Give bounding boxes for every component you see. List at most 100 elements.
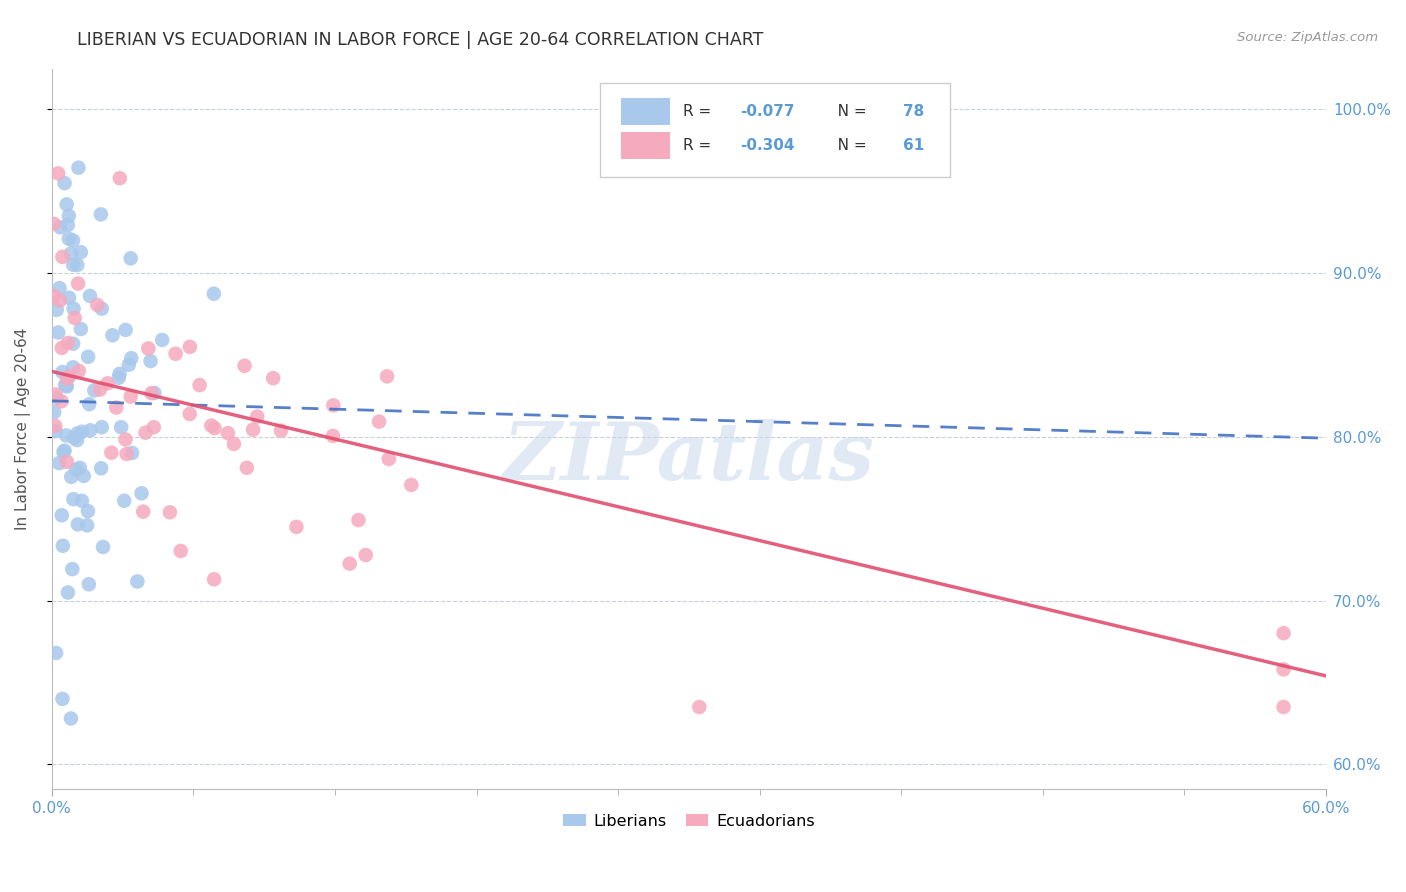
Point <box>108 171 131 186</box>
Text: N =: N = <box>823 138 872 153</box>
Point <box>56 372 79 386</box>
Point <box>159 505 181 519</box>
Point <box>67 364 90 378</box>
Point <box>202 572 225 586</box>
Point <box>222 437 245 451</box>
Point <box>378 452 401 467</box>
Point <box>270 424 292 438</box>
Point <box>375 369 398 384</box>
Point <box>66 258 89 272</box>
Point <box>127 574 149 589</box>
Point <box>322 398 344 412</box>
Point <box>56 585 79 599</box>
Point <box>1272 662 1295 676</box>
Text: 61: 61 <box>903 138 924 153</box>
Point <box>63 310 86 325</box>
Point <box>44 424 66 438</box>
Text: ZIPatlas: ZIPatlas <box>503 418 875 496</box>
Point <box>120 351 142 366</box>
Point <box>66 426 89 441</box>
Point <box>112 493 135 508</box>
Point <box>83 384 105 398</box>
Point <box>246 409 269 424</box>
Point <box>58 369 80 384</box>
Point <box>110 420 132 434</box>
Point <box>688 700 710 714</box>
Point <box>55 197 77 211</box>
Point <box>51 691 73 706</box>
Point <box>42 289 65 303</box>
Point <box>55 379 77 393</box>
Point <box>77 577 100 591</box>
Point <box>134 425 156 440</box>
Point <box>114 323 136 337</box>
Point <box>143 386 166 401</box>
Point <box>53 443 76 458</box>
Text: R =: R = <box>682 138 716 153</box>
Point <box>51 394 73 409</box>
Point <box>53 378 76 392</box>
Point <box>45 391 67 405</box>
Point <box>132 505 155 519</box>
Point <box>1272 700 1295 714</box>
Point <box>62 492 84 507</box>
Point <box>66 517 89 532</box>
Point <box>139 354 162 368</box>
Point <box>236 460 259 475</box>
Point <box>200 418 222 433</box>
Text: LIBERIAN VS ECUADORIAN IN LABOR FORCE | AGE 20-64 CORRELATION CHART: LIBERIAN VS ECUADORIAN IN LABOR FORCE | … <box>77 31 763 49</box>
Point <box>91 540 114 554</box>
Point <box>51 250 73 264</box>
Point <box>86 298 108 312</box>
Point <box>150 333 173 347</box>
Point <box>49 220 72 235</box>
Point <box>170 544 193 558</box>
Point <box>46 326 69 340</box>
Point <box>76 518 98 533</box>
Text: Source: ZipAtlas.com: Source: ZipAtlas.com <box>1237 31 1378 45</box>
Point <box>48 456 70 470</box>
Point <box>62 301 84 316</box>
Point <box>118 358 141 372</box>
Point <box>79 423 101 437</box>
Point <box>120 252 142 266</box>
Point <box>368 415 391 429</box>
Point <box>44 419 66 434</box>
Point <box>114 433 136 447</box>
Point <box>55 378 77 392</box>
Point <box>51 341 73 355</box>
Point <box>96 376 118 391</box>
Point <box>66 433 89 447</box>
Point <box>90 420 112 434</box>
FancyBboxPatch shape <box>621 98 669 126</box>
Point <box>339 557 361 571</box>
Point <box>42 217 65 231</box>
Point <box>53 176 76 190</box>
Point <box>120 390 142 404</box>
Point <box>58 232 80 246</box>
Point <box>141 386 163 401</box>
Point <box>242 423 264 437</box>
Point <box>131 486 153 500</box>
Point <box>49 293 72 308</box>
Point <box>67 161 90 175</box>
Point <box>63 431 86 445</box>
Point <box>262 371 284 385</box>
Point <box>59 711 82 725</box>
Point <box>105 401 128 415</box>
Point <box>56 455 79 469</box>
Text: 78: 78 <box>903 104 924 120</box>
Point <box>90 301 112 316</box>
FancyBboxPatch shape <box>621 132 669 160</box>
Point <box>115 447 138 461</box>
Point <box>233 359 256 373</box>
Point <box>202 286 225 301</box>
Point <box>347 513 370 527</box>
Point <box>58 209 80 223</box>
Point <box>51 365 73 379</box>
Point <box>67 277 90 291</box>
Point <box>60 470 83 484</box>
Point <box>77 350 100 364</box>
Point <box>62 360 84 375</box>
Point <box>1272 626 1295 640</box>
